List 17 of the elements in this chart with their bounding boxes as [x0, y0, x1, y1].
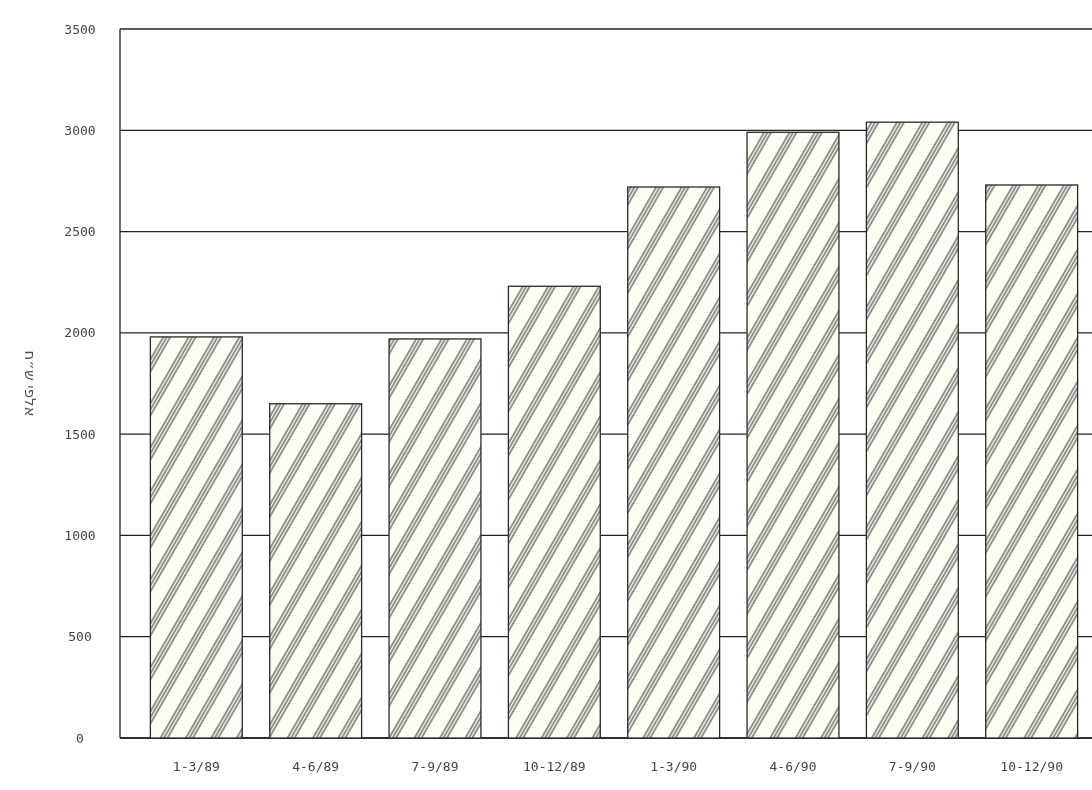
x-tick-label: 1-3/89 [172, 759, 220, 774]
x-tick-label: 7-9/90 [888, 759, 936, 774]
y-tick-label: 3500 [64, 21, 96, 37]
y-tick-label: 1500 [64, 426, 96, 442]
y-tick-label: 2500 [64, 224, 96, 240]
x-tick-label: 4-6/89 [292, 759, 340, 774]
y-tick-label: 0 [76, 730, 84, 746]
y-tick-label: 2000 [64, 325, 96, 341]
x-tick-label: 1-3/90 [650, 759, 698, 774]
y-axis-title: אלפי ש״ח [21, 350, 39, 417]
x-tick-label: 10-12/89 [523, 759, 586, 774]
y-tick-label: 3000 [64, 122, 96, 138]
y-tick-label: 1000 [64, 527, 96, 543]
x-tick-label: 4-6/90 [769, 759, 817, 774]
x-tick-label: 7-9/89 [411, 759, 459, 774]
y-tick-label: 500 [68, 629, 92, 645]
x-tick-label: 10-12/90 [1000, 759, 1063, 774]
